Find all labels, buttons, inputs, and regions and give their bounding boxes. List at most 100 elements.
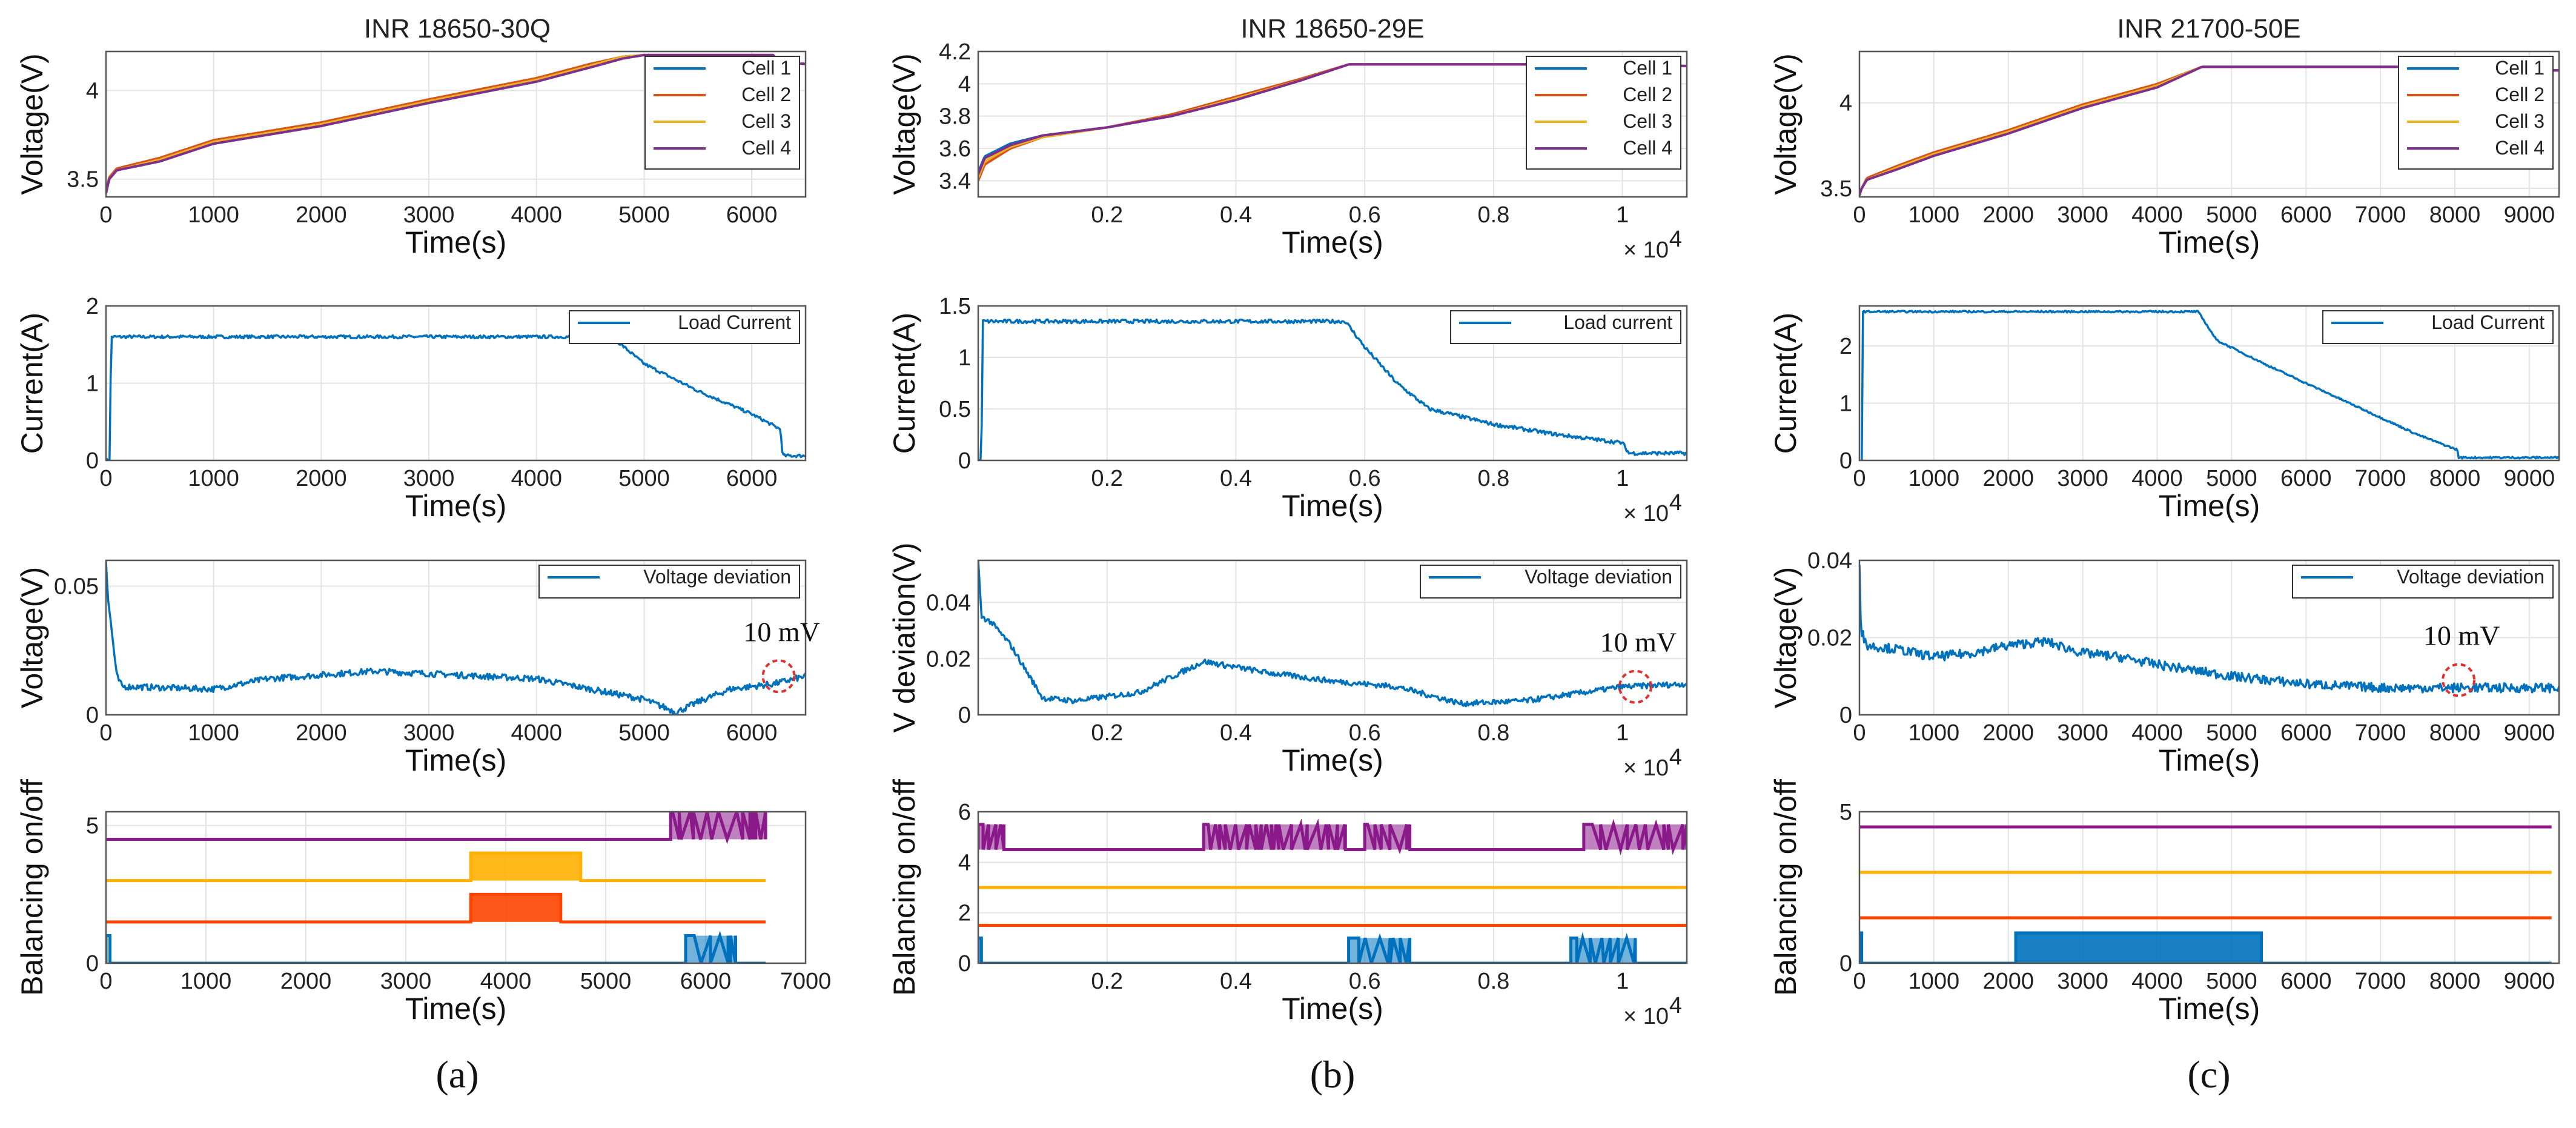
column-title: INR 18650-29E [1240,14,1424,44]
legend: Voltage deviation [2292,565,2554,599]
x-tick-label: 7000 [2355,466,2406,491]
x-tick-label: 5000 [2206,969,2257,994]
x-tick-label: 9000 [2504,720,2555,746]
legend-label: Cell 4 [741,137,791,159]
series-line-voltage-deviation [1859,565,2559,694]
plot-frame [1858,305,2560,462]
y-tick-label: 2 [958,901,971,926]
y-tick-label: 0.02 [926,646,971,672]
plot-content [1859,310,2559,460]
y-tick-label: 1 [86,371,99,397]
panel-deviation: 0 1000 2000 3000 4000 5000 6000 7000 8000 9000 0 0.… [1769,548,2560,777]
plot-frame [977,559,1688,716]
x-tick-label: 9000 [2504,466,2555,491]
x-tick-label: 1000 [180,969,232,994]
x-tick-label: 4000 [511,466,562,491]
x-axis-label: Time(s) [405,992,507,1026]
x-tick-label: 4000 [2131,720,2183,746]
plot-frame [105,50,807,198]
y-tick-label: 0 [958,448,971,474]
y-axis-label: Current(A) [1769,313,1803,454]
x-axis-label: Time(s) [1282,489,1383,523]
x-tick-label: 0 [1853,466,1866,491]
x-tick-label: 2000 [1982,720,2034,746]
legend-label: Voltage deviation [1525,566,1672,588]
y-tick-label: 1.5 [939,294,971,319]
y-tick-label: 5 [1839,800,1852,825]
panel-label: (a) [435,1053,478,1096]
panel-label: (b) [1310,1053,1356,1096]
series-line-load-current [1859,310,2559,460]
x-tick-label: 1000 [1909,969,1960,994]
x-tick-label: 1 [1616,466,1629,491]
y-tick-label: 0 [958,951,971,977]
balance-on-block [978,824,1004,850]
x-tick-label: 0 [1853,720,1866,746]
balance-on-block [1365,824,1410,850]
y-tick-label: 3.5 [67,167,99,193]
x-tick-label: 5000 [580,969,632,994]
balance-on-block [1571,938,1635,963]
x-tick-label: 2000 [296,202,347,228]
balance-on-block [1204,824,1346,850]
x-tick-label: 0.2 [1091,466,1123,491]
x-tick-label: 0.8 [1477,720,1509,746]
legend-label: Cell 1 [741,57,791,79]
x-exponent-label: × 10 [1623,237,1669,263]
balance-line-balance-2 [106,892,766,924]
x-axis-label: Time(s) [2159,489,2260,523]
x-tick-label: 6000 [726,202,778,228]
legend: Load Current [569,310,800,344]
plot-frame [977,811,1688,964]
legend-box [538,565,800,599]
y-axis-label: Voltage(V) [15,53,49,194]
x-tick-label: 1 [1616,202,1629,228]
legend-box [2292,565,2554,599]
panel-balancing: 0 1000 2000 3000 4000 5000 6000 7000 0 5 Time(s) Ba… [15,779,831,1026]
x-axis-label: Time(s) [1282,225,1383,259]
x-tick-label: 8000 [2429,969,2481,994]
x-axis-label: Time(s) [405,489,507,523]
legend: Voltage deviation [1420,565,1681,599]
y-tick-label: 3.4 [939,168,971,194]
x-tick-label: 9000 [2504,969,2555,994]
balance-on-block [686,935,736,963]
legend-label: Load Current [678,311,791,333]
column-title: INR 18650-30Q [364,14,551,44]
plot-content [106,53,806,194]
plot-content [978,560,1687,708]
series-line-cell-4 [106,53,806,194]
plot-frame [1858,50,2560,198]
plot-content [1859,825,2552,963]
x-tick-label: 2000 [1982,466,2034,491]
x-tick-label: 0.4 [1220,720,1252,746]
legend-box [1420,565,1681,599]
x-tick-label: 8000 [2429,466,2481,491]
x-tick-label: 0.2 [1091,720,1123,746]
x-tick-label: 3000 [2057,969,2108,994]
x-tick-label: 1 [1616,969,1629,994]
x-tick-label: 1000 [188,202,239,228]
legend-label: Voltage deviation [2397,566,2545,588]
annotation-label: 10 mV [1600,627,1677,658]
legend-label: Load Current [2431,311,2545,333]
x-tick-label: 2000 [1982,202,2034,228]
legend-label: Load current [1563,311,1672,333]
x-exponent-power: 4 [1669,490,1682,516]
annotation-label: 10 mV [743,616,820,647]
panel-current: 0 1000 2000 3000 4000 5000 6000 7000 8000 9000 0 1 2… [1769,305,2560,523]
balance-line-balance-3 [106,851,766,883]
x-axis-label: Time(s) [1282,743,1383,777]
legend-label: Cell 1 [1623,57,1672,79]
y-tick-label: 2 [1839,334,1852,359]
annotation-circle [1618,669,1652,704]
legend-label: Cell 4 [2495,137,2545,159]
plot-frame [1858,811,2560,964]
x-tick-label: 0.2 [1091,969,1123,994]
y-axis-label: V deviation(V) [887,542,921,732]
x-tick-label: 2000 [296,720,347,746]
x-tick-label: 2000 [1982,969,2034,994]
